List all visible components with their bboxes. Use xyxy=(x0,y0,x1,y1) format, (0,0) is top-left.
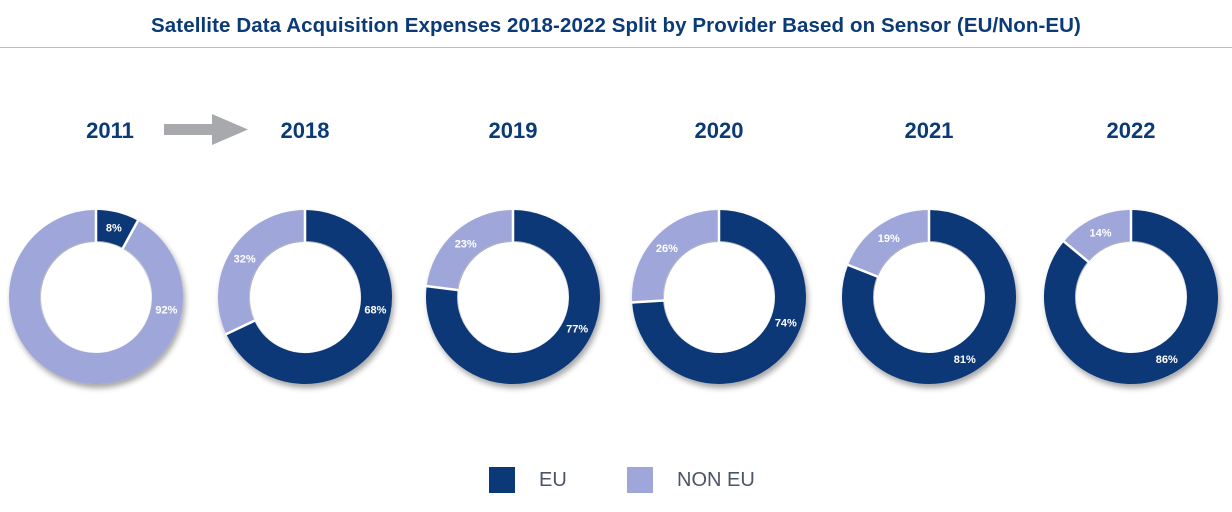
slice-non-eu-2021 xyxy=(848,210,930,277)
donut-2019 xyxy=(426,210,600,384)
slice-separator-2019-1 xyxy=(425,284,459,292)
slice-separator-2021-1 xyxy=(846,263,879,278)
legend-item-eu: EU xyxy=(489,467,567,493)
year-label-2022: 2022 xyxy=(1106,118,1156,143)
year-label-2021: 2021 xyxy=(904,118,954,143)
slice-separator-2022-1 xyxy=(1062,239,1090,263)
label-non-eu-2020: 26% xyxy=(656,243,678,255)
donut-hole-2020 xyxy=(664,242,774,352)
slice-eu-2019 xyxy=(426,210,600,384)
arrow-right-icon xyxy=(164,114,248,145)
slice-non-eu-2022 xyxy=(1063,210,1132,262)
label-non-eu-2018: 32% xyxy=(234,254,256,266)
donut-2011 xyxy=(9,210,183,384)
slice-eu-2021 xyxy=(842,210,1016,384)
donut-hole-2021 xyxy=(874,242,984,352)
slice-eu-2018 xyxy=(226,210,392,384)
slice-separator-2011-1 xyxy=(121,219,140,250)
legend-label-eu: EU xyxy=(539,468,567,491)
legend-swatch-non-eu xyxy=(627,467,653,493)
legend: EU NON EU xyxy=(0,467,1232,497)
donut-hole-2011 xyxy=(41,242,151,352)
label-eu-2022: 86% xyxy=(1156,354,1178,366)
legend-swatch-eu xyxy=(489,467,515,493)
slice-eu-2011 xyxy=(95,210,138,249)
label-non-eu-2021: 19% xyxy=(878,233,900,245)
year-label-2020: 2020 xyxy=(694,118,744,143)
year-label-2019: 2019 xyxy=(488,118,538,143)
legend-label-non-eu: NON EU xyxy=(677,468,755,491)
donut-hole-2022 xyxy=(1076,242,1186,352)
donut-2020 xyxy=(632,210,806,384)
label-non-eu-2022: 14% xyxy=(1090,227,1112,239)
slice-non-eu-2011 xyxy=(9,210,183,384)
year-label-2018: 2018 xyxy=(280,118,330,143)
label-eu-2019: 77% xyxy=(566,324,588,336)
label-eu-2020: 74% xyxy=(775,317,797,329)
label-eu-2011: 8% xyxy=(106,223,122,235)
slice-eu-2020 xyxy=(632,210,806,384)
donut-hole-2018 xyxy=(250,242,360,352)
donut-2018 xyxy=(218,210,392,384)
label-non-eu-2011: 92% xyxy=(155,304,177,316)
slice-separator-2018-1 xyxy=(224,319,256,336)
slice-non-eu-2020 xyxy=(632,210,720,303)
label-eu-2018: 68% xyxy=(364,304,386,316)
slice-non-eu-2019 xyxy=(426,210,514,291)
label-eu-2021: 81% xyxy=(954,354,976,366)
legend-item-non-eu: NON EU xyxy=(627,467,755,493)
year-label-2011: 2011 xyxy=(86,118,134,143)
donut-2022 xyxy=(1044,210,1218,384)
slice-separator-2020-1 xyxy=(631,299,665,304)
slice-non-eu-2018 xyxy=(218,210,306,335)
slice-eu-2022 xyxy=(1044,210,1218,384)
donut-2021 xyxy=(842,210,1016,384)
chart-title: Satellite Data Acquisition Expenses 2018… xyxy=(151,14,1081,37)
label-non-eu-2019: 23% xyxy=(455,238,477,250)
title-divider xyxy=(0,47,1232,48)
donut-hole-2019 xyxy=(458,242,568,352)
